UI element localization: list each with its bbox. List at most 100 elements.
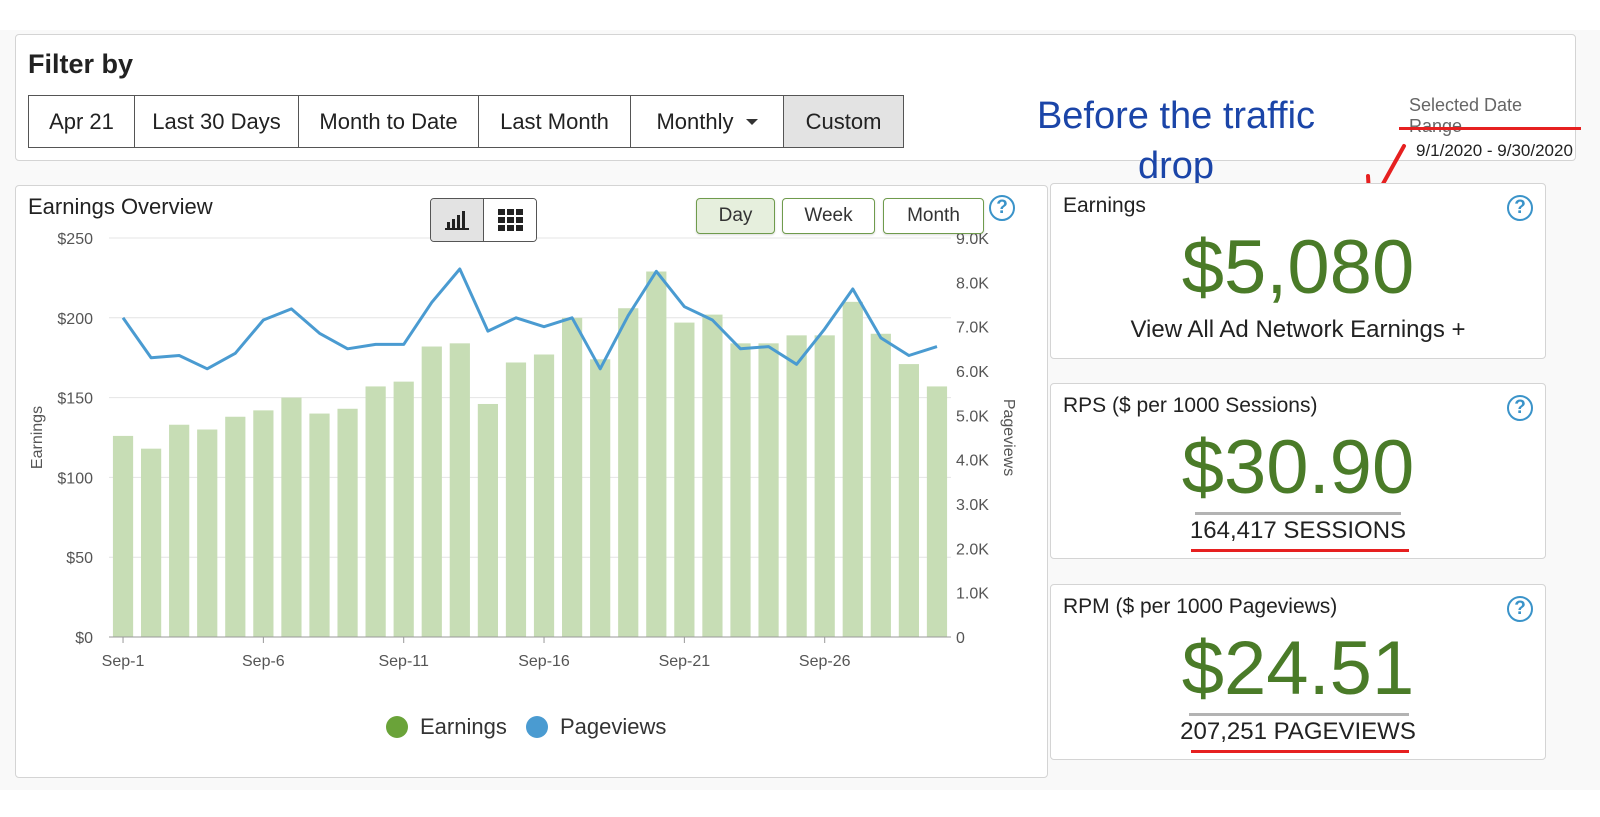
help-icon[interactable]: ?: [989, 195, 1015, 221]
earnings-bar: [674, 322, 695, 637]
y-tick-label: $150: [57, 391, 93, 408]
period-week-button[interactable]: Week: [782, 198, 875, 234]
y2-tick-label: 8.0K: [956, 275, 989, 292]
y2-tick-label: 2.0K: [956, 541, 989, 558]
date-range-value[interactable]: 9/1/2020 - 9/30/2020: [1416, 141, 1573, 160]
monthly-label: Monthly: [656, 108, 734, 134]
y-tick-label: $0: [75, 630, 93, 647]
rpm-card: RPM ($ per 1000 Pageviews) ? $24.51 207,…: [1050, 584, 1546, 760]
earnings-bar: [253, 410, 274, 637]
sessions-count: 164,417 SESSIONS: [1189, 517, 1407, 544]
legend-earnings-dot: [386, 716, 408, 738]
annotation-line-2: drop: [1137, 145, 1215, 187]
earnings-bar: [477, 403, 499, 637]
y2-axis-title: Pageviews: [1000, 399, 1017, 476]
help-icon[interactable]: ?: [1507, 596, 1533, 622]
earnings-bar: [646, 271, 667, 637]
filter-button-group: Apr 21 Last 30 Days Month to Date Last M…: [28, 95, 904, 148]
pageviews-line: [121, 267, 938, 371]
filter-last-month-button[interactable]: Last Month: [478, 95, 631, 148]
earnings-bar: [421, 346, 442, 637]
annotation-line-1: Before the traffic: [1036, 95, 1316, 137]
x-tick-label: Sep-1: [102, 653, 145, 670]
x-tick-label: Sep-21: [659, 653, 711, 670]
y-axis-title: Earnings: [29, 406, 46, 469]
rps-value-underline: [1195, 512, 1401, 515]
filter-title: Filter by: [28, 49, 134, 79]
filter-monthly-dropdown[interactable]: Monthly: [630, 95, 784, 148]
x-tick-label: Sep-16: [518, 653, 570, 670]
y-tick-label: $50: [66, 550, 93, 567]
earnings-card: Earnings ? $5,080 View All Ad Network Ea…: [1050, 183, 1546, 359]
earnings-pageviews-chart: $0 $50 $100 $150 $200 $250 0 1.0K 2.0K 3.0K 4.0K 5.…: [29, 231, 1017, 670]
earnings-bar: [112, 435, 134, 637]
earnings-bar: [169, 424, 190, 637]
earnings-bar: [281, 397, 302, 637]
y2-tick-label: 0: [956, 630, 965, 647]
view-all-ad-network-link[interactable]: View All Ad Network Earnings +: [1130, 316, 1466, 343]
grid-icon[interactable]: [484, 199, 536, 241]
earnings-bar: [533, 354, 555, 637]
y2-tick-label: 4.0K: [956, 453, 989, 470]
x-tick-label: Sep-11: [378, 653, 429, 670]
sessions-red-underline: [1191, 549, 1409, 552]
period-month-button[interactable]: Month: [883, 198, 984, 234]
y-tick-label: $250: [57, 231, 93, 248]
earnings-bar: [870, 333, 891, 637]
earnings-bar: [814, 335, 835, 637]
earnings-bar: [365, 386, 386, 637]
chart-title: Earnings Overview: [28, 194, 213, 219]
x-tick-label: Sep-26: [799, 653, 851, 670]
rps-value: $30.90: [1181, 425, 1415, 510]
y2-tick-label: 3.0K: [956, 497, 989, 514]
filter-month-to-date-button[interactable]: Month to Date: [298, 95, 479, 148]
y2-tick-label: 1.0K: [956, 586, 989, 603]
y-tick-label: $200: [57, 311, 93, 328]
earnings-bar: [926, 386, 948, 637]
y2-tick-label: 7.0K: [956, 320, 989, 337]
earnings-bar: [786, 335, 807, 637]
help-icon[interactable]: ?: [1507, 195, 1533, 221]
earnings-bar: [898, 364, 920, 637]
y2-tick-label: 5.0K: [956, 408, 989, 425]
chart-view-toggle: [430, 198, 537, 242]
filter-panel: Filter by Apr 21 Last 30 Days Month to D…: [15, 34, 1581, 187]
legend-pageviews-dot: [526, 716, 548, 738]
period-day-button[interactable]: Day: [696, 198, 775, 234]
earnings-overview-panel: $0 $50 $100 $150 $200 $250 0 1.0K 2.0K 3.0K 4.0K 5.…: [15, 185, 1048, 778]
date-range-label: Selected Date Range: [1409, 95, 1523, 136]
filter-apr21-button[interactable]: Apr 21: [28, 95, 135, 148]
y2-tick-label: 9.0K: [956, 231, 989, 248]
earnings-bar: [561, 317, 583, 637]
legend-earnings[interactable]: Earnings: [386, 714, 507, 740]
pageviews-count: 207,251 PAGEVIEWS: [1180, 718, 1416, 745]
legend-pageviews[interactable]: Pageviews: [526, 714, 666, 740]
earnings-bar: [590, 359, 611, 637]
filter-custom-button[interactable]: Custom: [783, 95, 904, 148]
chevron-down-icon: [745, 118, 758, 125]
x-tick-label: Sep-6: [242, 653, 285, 670]
rpm-value: $24.51: [1181, 626, 1415, 711]
earnings-bar: [842, 301, 863, 637]
earnings-bar: [393, 381, 414, 637]
y2-tick-label: 6.0K: [956, 364, 989, 381]
rpm-card-label: RPM ($ per 1000 Pageviews): [1063, 595, 1338, 618]
annotation-text: Before the traffic drop: [1006, 91, 1346, 191]
earnings-bar: [140, 448, 162, 637]
legend-pageviews-label: Pageviews: [560, 714, 667, 739]
earnings-bar: [758, 343, 779, 637]
filter-last30-button[interactable]: Last 30 Days: [134, 95, 299, 148]
earnings-card-label: Earnings: [1063, 194, 1146, 217]
earnings-bar: [337, 408, 358, 637]
earnings-value: $5,080: [1181, 225, 1415, 310]
rpm-value-underline: [1189, 713, 1409, 716]
bar-chart-icon[interactable]: [431, 199, 484, 241]
help-icon[interactable]: ?: [1507, 395, 1533, 421]
earnings-bar: [702, 314, 723, 637]
date-range-red-underline: [1399, 127, 1581, 130]
earnings-bar: [197, 429, 218, 637]
pageviews-red-underline: [1191, 750, 1409, 753]
y-tick-label: $100: [57, 470, 93, 487]
earnings-bar: [505, 362, 527, 637]
earnings-bar: [618, 308, 639, 637]
